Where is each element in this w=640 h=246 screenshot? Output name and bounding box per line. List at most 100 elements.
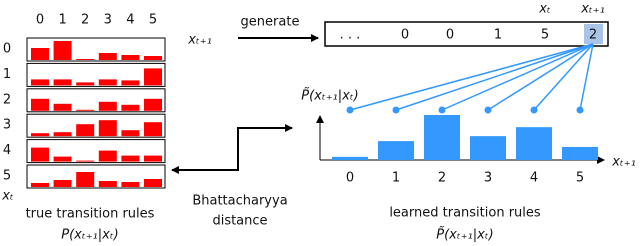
bar [121,155,140,162]
column-label: 0 [36,13,44,28]
bar [53,132,72,137]
row-label: 5 [3,169,11,184]
bar [53,180,72,187]
pointer-dot [576,106,584,114]
x-tick-label: 0 [346,171,354,186]
bar [121,80,140,86]
sequence-highlight [584,24,603,44]
y-label: P̃(xₜ₊₁|xₜ) [301,88,359,103]
bar [144,98,162,111]
bar [31,147,49,162]
row-label: 0 [3,42,11,57]
sequence-box [324,21,609,47]
sequence-item: 0 [401,28,409,43]
bar [31,98,49,111]
pointer-line [579,43,594,111]
sequence-item: 1 [494,28,502,43]
bar [76,124,95,137]
sequence-item: . . . [340,28,361,43]
row-label: 1 [3,67,11,82]
row-label: 4 [3,143,11,158]
x-tick-label: 5 [576,171,584,186]
x-tick-label: 3 [484,171,492,186]
sequence-item: 5 [541,28,549,43]
row-box [26,113,166,138]
bar [53,79,72,86]
row-box [26,139,166,164]
bar [98,101,117,111]
x-tick-label: 4 [530,171,538,186]
bar [53,103,72,111]
bar [144,155,162,162]
distance-label: Bhattacharyya [192,194,287,209]
pointer-line [487,43,594,111]
bar [562,146,598,160]
bar [53,156,72,162]
bar [98,181,117,187]
x-tick-label: 2 [438,171,446,186]
bar [76,82,95,86]
bar [424,115,460,160]
row-axis-label: xₜ [1,189,14,204]
bar [31,79,49,86]
bar [53,41,72,60]
row-box [26,164,166,189]
caption: learned transition rules [389,206,541,221]
sequence-label: xₜ [538,2,551,17]
caption: true transition rules [26,207,155,222]
bar [144,68,162,86]
pointer-dot [484,106,492,114]
sequence-label: xₜ₊₁ [580,2,605,17]
bar [76,172,95,187]
x-tick-label: 1 [392,171,400,186]
bar [98,120,117,137]
bar [144,56,162,60]
bar [470,136,506,160]
bar [121,182,140,187]
bar [76,160,95,162]
pointer-dot [346,106,354,114]
column-label: 2 [81,13,89,28]
bar [98,79,117,86]
bar [76,109,95,111]
pointer-line [349,43,594,111]
row-box [26,37,166,62]
row-box [26,62,166,87]
row-label: 3 [3,118,11,133]
column-label: 1 [58,13,66,28]
bar [31,133,49,137]
generate-label: generate [241,15,300,30]
distance-label: distance [212,214,267,229]
bar [76,59,95,60]
row-box [26,88,166,113]
formula: P(xₜ₊₁|xₜ) [61,228,119,243]
bar [121,104,140,111]
bar [98,53,117,60]
bar [121,130,140,137]
pointer-line [441,43,594,111]
pointer-dot [438,106,446,114]
bar [144,122,162,137]
sequence-item: 2 [589,28,597,43]
column-label: 5 [149,13,157,28]
bar [121,55,140,60]
formula: P̃(xₜ₊₁|xₜ) [436,227,494,242]
bar [144,179,162,187]
row-label: 2 [3,92,11,107]
bar [31,183,49,187]
bar [378,141,414,160]
distance-arrow [171,124,293,174]
bar [332,156,368,160]
pointer-line [395,43,594,111]
x-label: xₜ₊₁ [611,155,636,170]
pointer-dot [530,106,538,114]
bar [516,127,552,160]
column-label: 4 [126,13,134,28]
generate-variable: xₜ₊₁ [187,33,212,48]
pointer-dot [392,106,400,114]
bar [98,150,117,162]
column-label: 3 [104,13,112,28]
bar [31,48,49,60]
sequence-item: 0 [446,28,454,43]
